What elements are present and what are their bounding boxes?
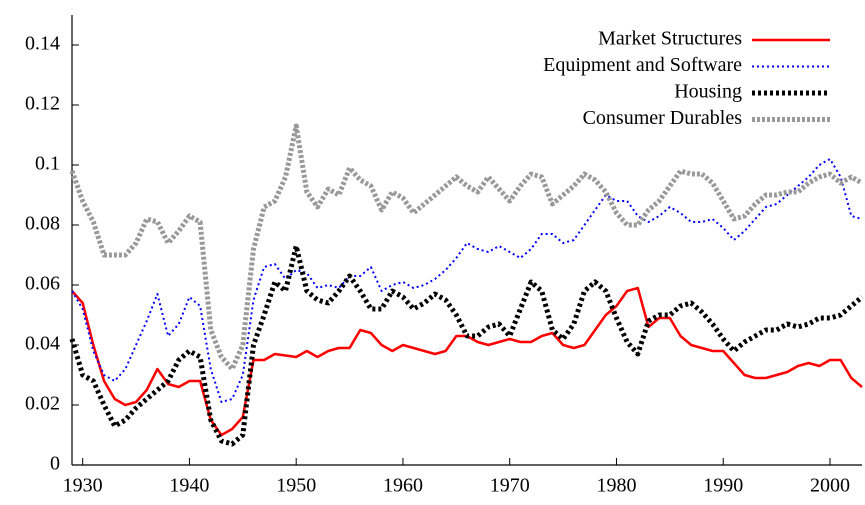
x-tick-label: 2000: [810, 475, 850, 497]
x-tick-label: 1980: [596, 475, 636, 497]
series-line: [71, 286, 863, 437]
y-tick-label: 0.08: [25, 213, 60, 235]
series-line: [69, 243, 864, 447]
x-tick-label: 1950: [276, 475, 316, 497]
legend-label: Equipment and Software: [543, 54, 742, 76]
y-tick-label: 0.12: [25, 93, 60, 115]
y-tick-label: 0.02: [25, 393, 60, 415]
series-line: [71, 158, 863, 403]
series-line: [69, 123, 864, 372]
x-tick-label: 1960: [383, 475, 423, 497]
x-tick-label: 1970: [490, 475, 530, 497]
y-tick-label: 0.04: [25, 333, 60, 355]
x-tick-label: 1930: [63, 475, 103, 497]
y-tick-label: 0.06: [25, 273, 60, 295]
legend-label: Housing: [674, 81, 742, 103]
legend-label: Consumer Durables: [583, 107, 743, 129]
y-tick-label: 0.1: [35, 153, 60, 175]
y-tick-label: 0: [50, 453, 60, 475]
x-tick-label: 1940: [169, 475, 209, 497]
legend-label: Market Structures: [598, 28, 742, 50]
x-tick-label: 1990: [703, 475, 743, 497]
y-tick-label: 0.14: [25, 33, 60, 55]
